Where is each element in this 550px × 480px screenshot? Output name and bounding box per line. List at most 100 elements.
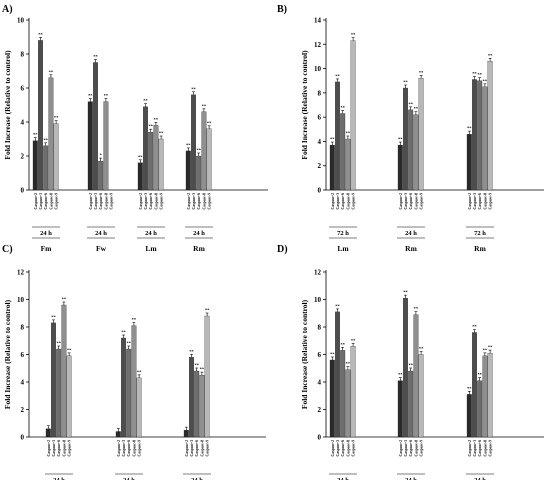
bar-group-rm: ** Caspase-2 ** Caspase-3 ** Caspase-6 ** Caspa… <box>185 86 213 253</box>
bar <box>403 87 408 191</box>
bar-group-fm: ** Caspase-2 ** Caspase-3 ** Caspase-6 ** Caspa… <box>32 32 60 253</box>
panel-label: A) <box>2 4 13 15</box>
bar <box>126 348 132 438</box>
significance-mark: ** <box>403 80 408 85</box>
significance-mark: ** <box>93 54 98 59</box>
series-tick-label: Caspase-9 <box>206 440 210 457</box>
bar <box>121 337 126 438</box>
significance-mark: ** <box>121 330 126 335</box>
y-tick-label: 4 <box>21 119 25 127</box>
bar <box>472 332 477 438</box>
significance-mark: ** <box>346 131 351 136</box>
series-tick-label: Caspase-2 <box>331 440 335 457</box>
bar <box>61 304 67 438</box>
significance-mark: ** <box>33 132 38 137</box>
time-label: 24 h <box>193 230 205 237</box>
time-label: 24 h <box>337 477 349 480</box>
bar <box>131 325 137 438</box>
y-axis-label: Fold Increase (Relative to control) <box>300 50 309 160</box>
series-tick-label: Caspase-9 <box>352 440 356 457</box>
y-tick-label: 10 <box>17 296 25 304</box>
significance-mark: ** <box>488 53 493 58</box>
bar <box>345 138 351 191</box>
bar <box>482 355 488 438</box>
significance-mark: ** <box>408 101 413 106</box>
time-label: 24 h <box>53 477 65 480</box>
y-tick-label: 10 <box>17 17 25 25</box>
bar <box>196 155 202 191</box>
bar <box>206 128 212 191</box>
y-tick-label: 2 <box>318 162 322 170</box>
bar-group-sm: ** Caspase-2 ** Caspase-3 ** Caspase-6 ** Caspa… <box>397 290 425 480</box>
significance-mark: ** <box>148 124 153 129</box>
y-tick-label: 6 <box>21 351 25 359</box>
series-tick-label: Caspase-6 <box>44 193 48 210</box>
y-tick-label: 8 <box>21 324 25 332</box>
y-tick-label: 8 <box>318 324 322 332</box>
significance-mark: ** <box>126 341 131 346</box>
series-tick-label: Caspase-9 <box>489 193 493 210</box>
time-label: 24 h <box>191 477 203 480</box>
panel-b: B)Fold Increase (Relative to control)024… <box>277 4 544 253</box>
bar <box>335 81 340 191</box>
series-tick-label: Caspase-9 <box>138 440 142 457</box>
bar <box>329 359 335 438</box>
series-tick-label: Caspase-2 <box>331 193 335 210</box>
significance-mark: ** <box>330 352 335 357</box>
bar <box>194 370 200 438</box>
bar-group-fw: ** Caspase-2 ** Caspase-3 * Caspase-6 ** Caspas… <box>87 54 115 253</box>
y-tick-label: 4 <box>318 379 322 387</box>
significance-mark: ** <box>194 363 199 368</box>
bar <box>56 348 62 438</box>
bar <box>340 350 346 438</box>
bar <box>66 355 72 438</box>
y-tick-label: 8 <box>21 51 25 59</box>
bar <box>397 144 403 191</box>
panel-label: D) <box>277 244 288 255</box>
significance-mark: * <box>100 153 103 158</box>
y-axis-label: Fold Increase (Relative to control) <box>300 299 309 409</box>
time-label: 24 h <box>474 477 486 480</box>
bar <box>38 40 43 191</box>
significance-mark: ** <box>154 117 159 122</box>
series-tick-label: Caspase-3 <box>52 440 56 457</box>
significance-mark: ** <box>104 93 109 98</box>
series-tick-label: Caspase-8 <box>200 440 204 457</box>
bar <box>418 78 424 191</box>
series-tick-label: Caspase-8 <box>414 440 418 457</box>
significance-mark: ** <box>186 142 191 147</box>
significance-mark: ** <box>398 372 403 377</box>
significance-mark: ** <box>330 137 335 142</box>
bar <box>103 101 109 191</box>
series-tick-label: Caspase-2 <box>139 193 143 210</box>
significance-mark: ** <box>351 32 356 37</box>
series-tick-label: Caspase-2 <box>117 440 121 457</box>
bar <box>466 133 472 191</box>
series-tick-label: Caspase-6 <box>409 440 413 457</box>
y-tick-label: 2 <box>318 406 322 414</box>
significance-mark: ** <box>346 361 351 366</box>
panel-a: A)Fold Increase (Relative to control)024… <box>2 4 268 253</box>
group-label: Rm <box>474 244 486 253</box>
bar <box>32 140 38 191</box>
time-label: 24 h <box>145 230 157 237</box>
bar-group-sw: ** Caspase-2 ** Caspase-3 ** Caspase-6 ** Caspa… <box>329 303 357 480</box>
series-tick-label: Caspase-6 <box>478 440 482 457</box>
time-label: 24 h <box>405 230 417 237</box>
significance-mark: ** <box>414 106 419 111</box>
y-tick-label: 10 <box>314 296 322 304</box>
significance-mark: ** <box>49 69 54 74</box>
series-tick-label: Caspase-6 <box>127 440 131 457</box>
significance-mark: ** <box>200 367 205 372</box>
y-tick-label: 2 <box>21 406 25 414</box>
series-tick-label: Caspase-2 <box>399 440 403 457</box>
bar <box>201 111 207 191</box>
bar-group-lw: Caspase-2 ** Caspase-3 ** Caspase-6 ** Caspase… <box>183 308 211 480</box>
bar <box>189 357 194 438</box>
series-tick-label: Caspase-2 <box>89 193 93 210</box>
significance-mark: ** <box>419 346 424 351</box>
series-tick-label: Caspase-3 <box>94 193 98 210</box>
series-tick-label: Caspase-3 <box>39 193 43 210</box>
bar <box>183 429 189 438</box>
y-tick-label: 2 <box>21 153 25 161</box>
